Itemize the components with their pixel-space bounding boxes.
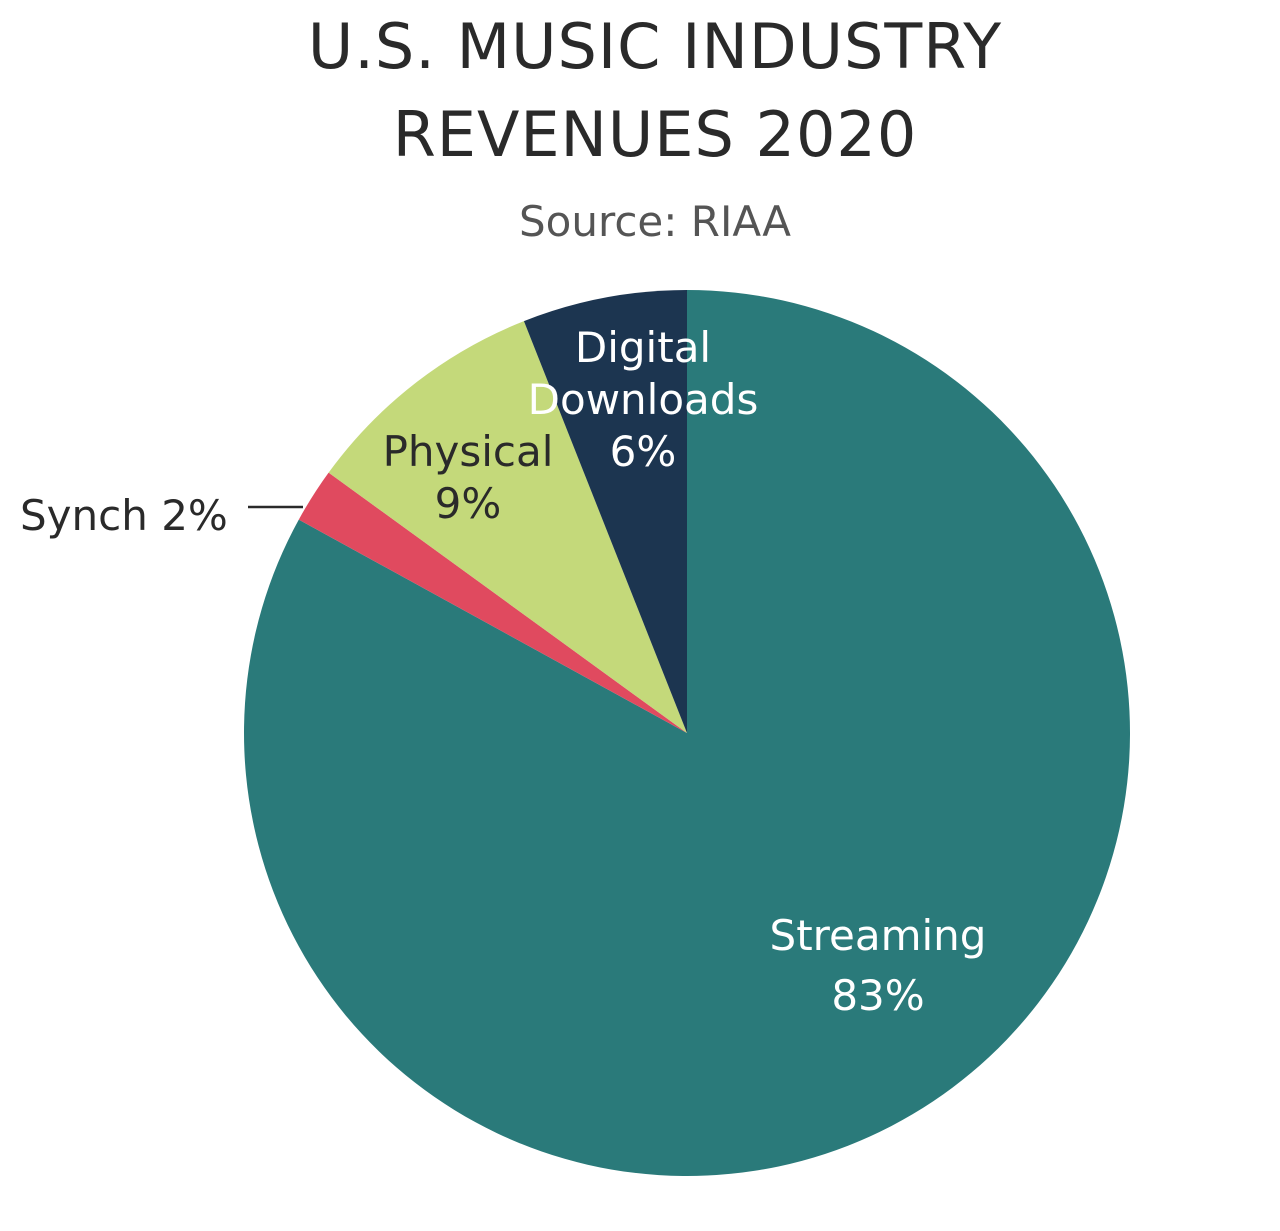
chart-title-line-2: REVENUES 2020	[393, 98, 918, 171]
pie-slice-synch	[298, 472, 687, 733]
slice-label-line: Downloads	[528, 375, 759, 424]
slice-label-digital-downloads: Digital Downloads 6%	[528, 323, 759, 476]
slice-label-line: Streaming	[770, 911, 987, 960]
slice-label-line: Physical	[383, 427, 554, 476]
chart-title-line-1: U.S. MUSIC INDUSTRY	[308, 10, 1002, 83]
slice-label-synch: Synch 2%	[20, 491, 228, 540]
slice-label-line: 83%	[831, 971, 924, 1020]
slice-label-physical: Physical 9%	[383, 427, 554, 528]
slice-label-streaming: Streaming 83%	[770, 911, 987, 1020]
pie-slices	[244, 290, 1131, 1176]
pie-slice-streaming	[244, 290, 1131, 1176]
pie-slice-physical	[328, 321, 687, 733]
slice-label-line: Digital	[575, 323, 711, 372]
pie-slice-digital-downloads	[523, 290, 687, 733]
pie-labels: Streaming 83%Synch 2%Physical 9%Digital Dow…	[20, 323, 986, 1020]
slice-label-line: 9%	[435, 479, 502, 528]
slice-label-line: 6%	[610, 427, 677, 476]
slice-label-line: Synch 2%	[20, 491, 228, 540]
chart-subtitle: Source: RIAA	[519, 197, 791, 246]
